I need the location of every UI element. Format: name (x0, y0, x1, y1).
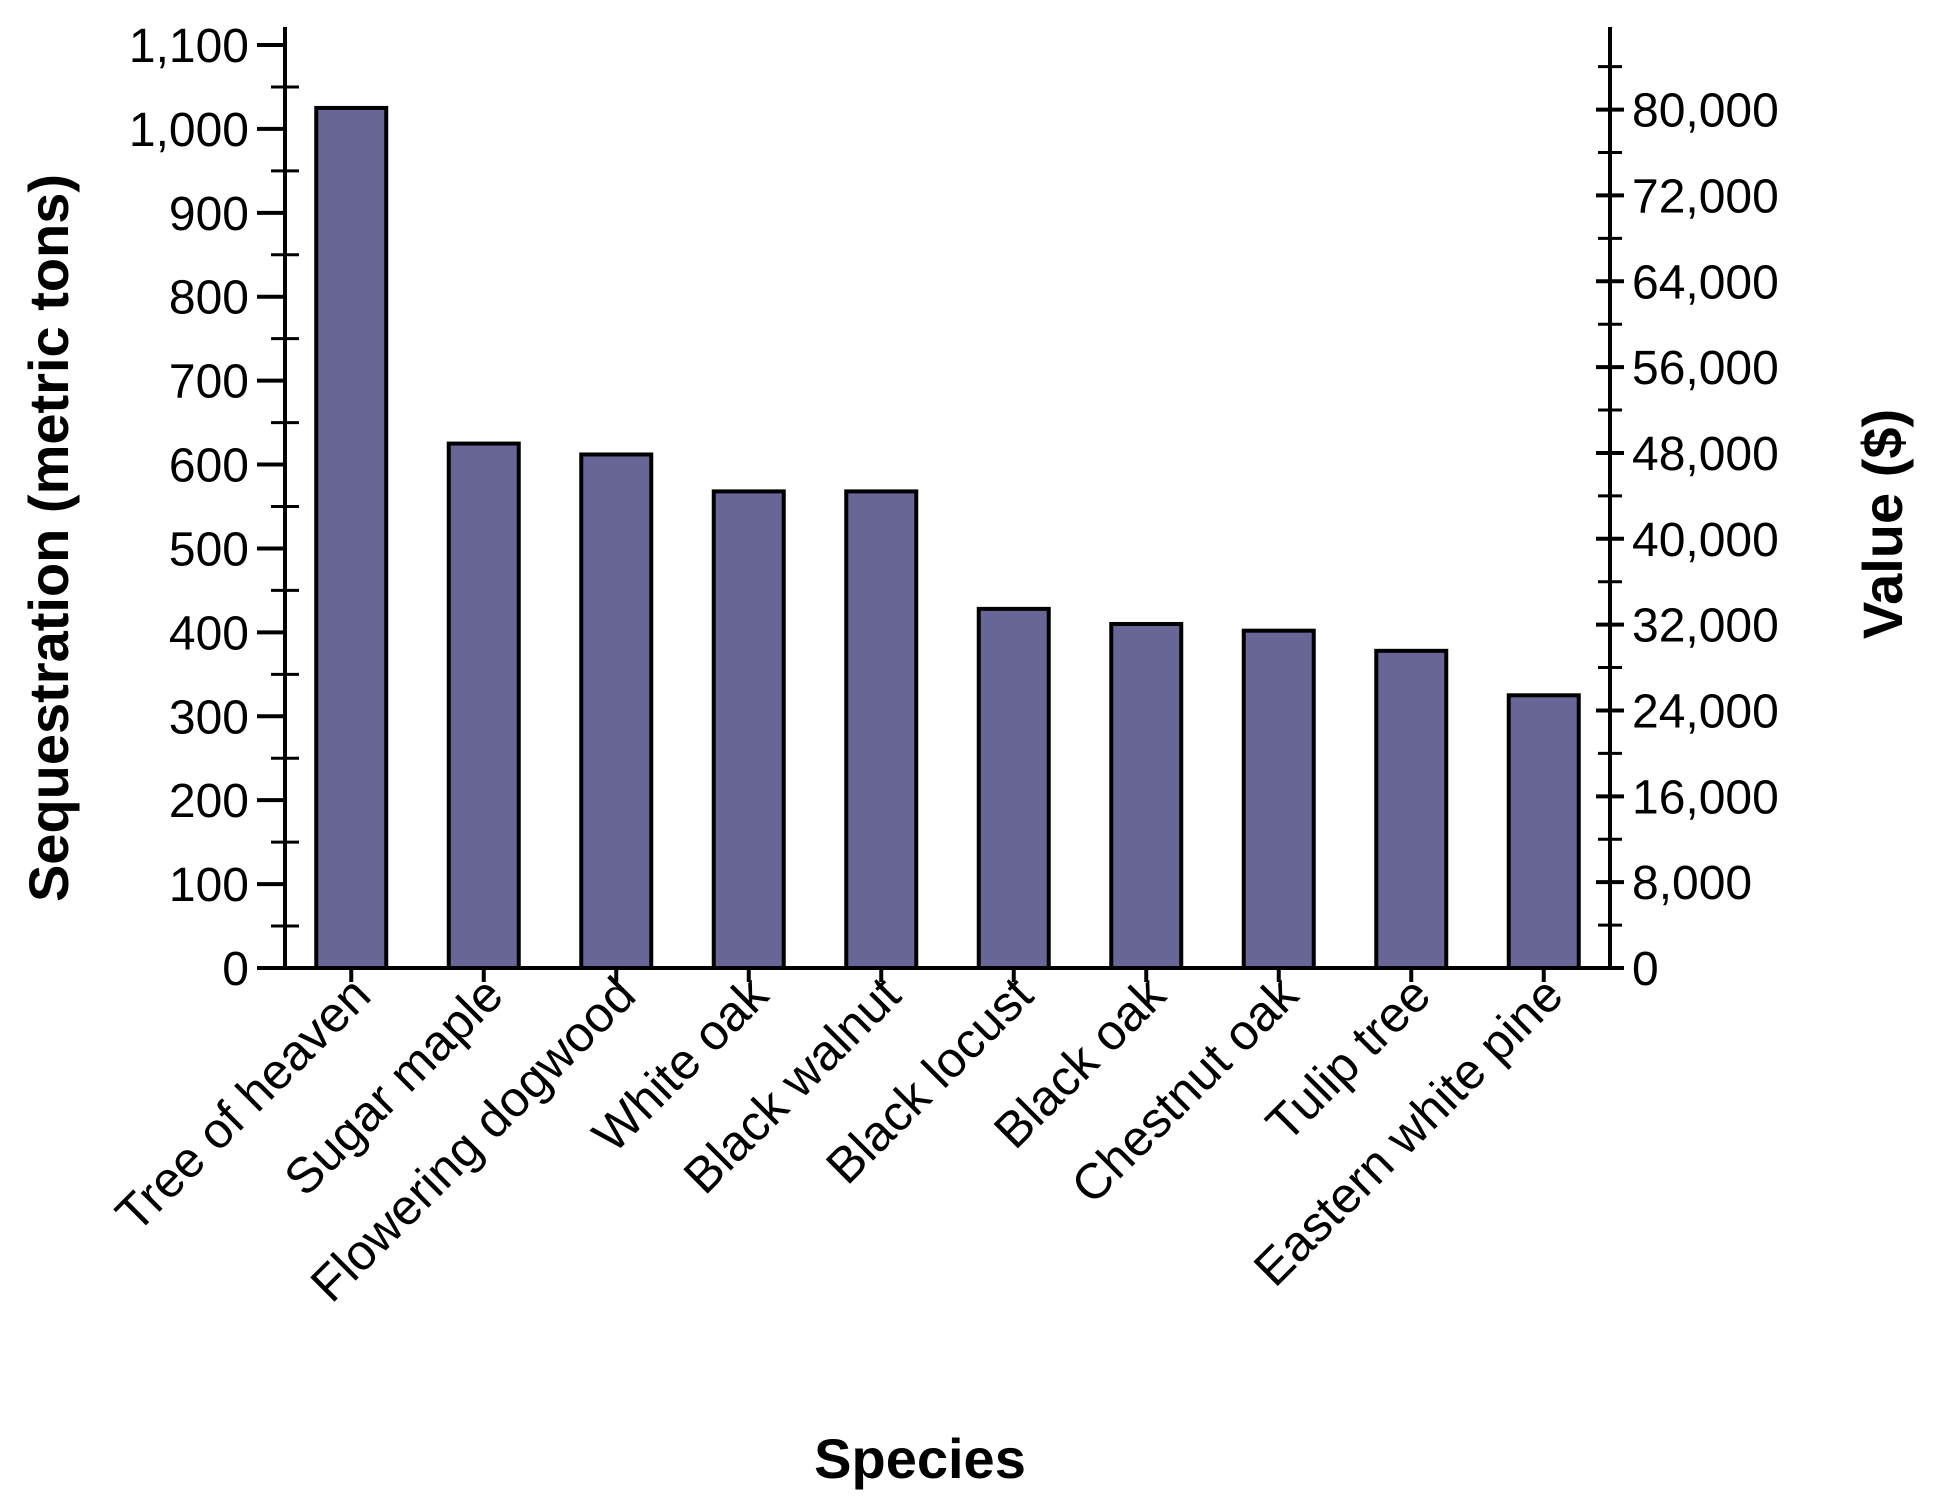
y-tick-label: 900 (169, 188, 249, 241)
bar-sugar-maple (446, 441, 521, 970)
y-tick-label: 1,000 (129, 104, 249, 157)
y-axis-title: Sequestration (metric tons) (17, 174, 80, 902)
bars-layer (314, 105, 1581, 971)
y2-tick-label: 56,000 (1632, 342, 1779, 395)
y2-tick-label: 8,000 (1632, 857, 1752, 910)
x-axis-title: Species (814, 1427, 1026, 1490)
y2-tick-label: 40,000 (1632, 514, 1779, 567)
bar-black-oak (1109, 621, 1184, 970)
y-tick-label: 500 (169, 523, 249, 576)
y-tick-label: 300 (169, 691, 249, 744)
y2-tick-label: 24,000 (1632, 685, 1779, 738)
y2-tick-label: 64,000 (1632, 256, 1779, 309)
y2-tick-label: 80,000 (1632, 85, 1779, 138)
y2-tick-label: 72,000 (1632, 170, 1779, 223)
bar-flowering-dogwood (579, 452, 654, 970)
bar-tulip-tree (1374, 648, 1449, 970)
y2-tick-label: 0 (1632, 943, 1659, 996)
y2-tick-label: 48,000 (1632, 428, 1779, 481)
axes-layer (257, 27, 1624, 982)
x-tick-label: Chestnut oak (1061, 965, 1310, 1214)
y-tick-label: 400 (169, 607, 249, 660)
bar-eastern-white-pine (1506, 693, 1581, 971)
y-tick-label: 0 (222, 943, 249, 996)
y-tick-label: 1,100 (129, 20, 249, 73)
bar-black-walnut (844, 489, 919, 970)
y2-tick-label: 32,000 (1632, 600, 1779, 653)
bar-black-locust (976, 606, 1051, 970)
y-tick-label: 800 (169, 272, 249, 325)
y-tick-label: 700 (169, 356, 249, 409)
bar-tree-of-heaven (314, 105, 389, 970)
y2-axis-title: Value ($) (1851, 409, 1914, 639)
y-tick-label: 100 (169, 859, 249, 912)
bar-chestnut-oak (1241, 628, 1316, 970)
y-tick-label: 600 (169, 440, 249, 493)
y-tick-label: 200 (169, 775, 249, 828)
y2-tick-label: 16,000 (1632, 771, 1779, 824)
bar-white-oak (711, 489, 786, 970)
